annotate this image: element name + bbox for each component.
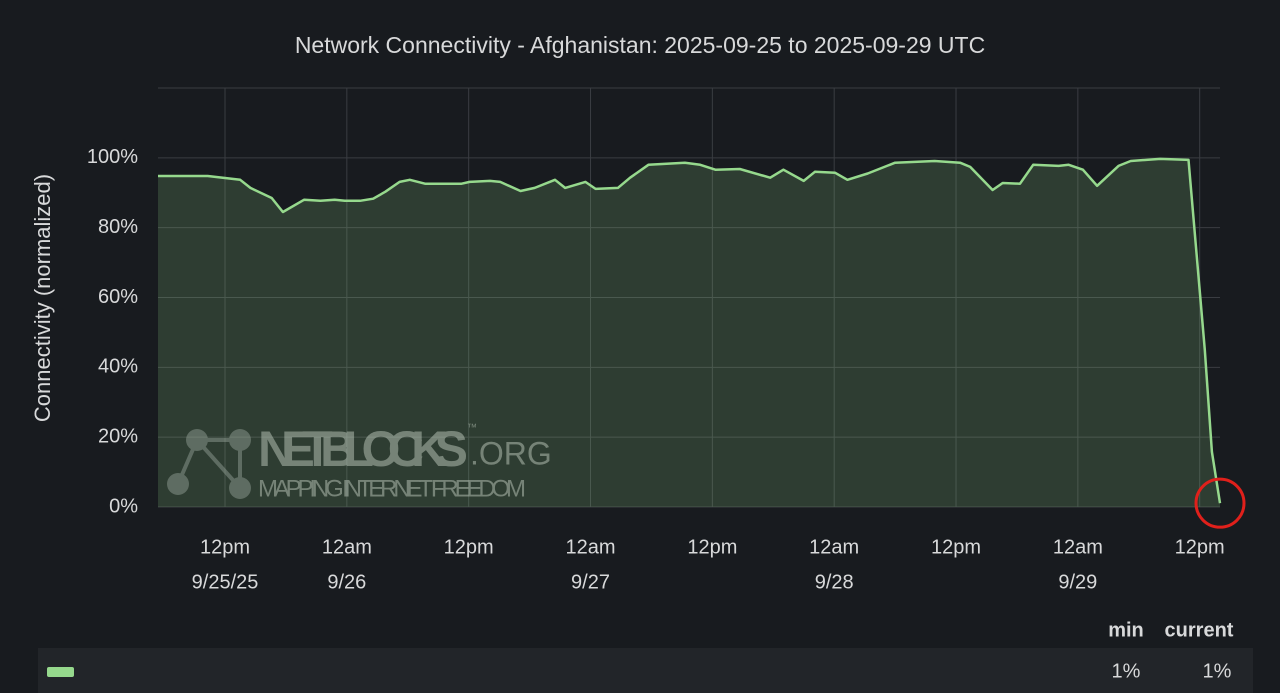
watermark-node — [229, 429, 251, 451]
watermark-links — [176, 438, 242, 494]
x-tick-label: 12pm — [444, 536, 494, 558]
legend-swatch — [47, 667, 74, 677]
watermark-suffix: .ORG — [470, 435, 552, 471]
legend-column: current — [1165, 619, 1234, 641]
line — [158, 157, 1222, 504]
y-tick-label: 60% — [98, 286, 138, 308]
highlight-circle — [1194, 477, 1246, 529]
y-tick-label: 100% — [87, 146, 138, 168]
x-tick-label: 12pm — [200, 536, 250, 558]
legend-value: 1% — [1203, 660, 1232, 682]
x-tick-label: 12am — [322, 536, 372, 558]
watermark-tm: ™ — [467, 423, 477, 434]
y-tick-label: 0% — [109, 495, 138, 517]
x-tick-date: 9/28 — [815, 571, 854, 593]
watermark-tagline: MAPPING INTERNET FREEDOM — [258, 475, 526, 502]
x-tick-label: 12am — [809, 536, 859, 558]
x-tick-label: 12pm — [931, 536, 981, 558]
legend-bar — [38, 648, 1253, 693]
watermark-node — [229, 477, 251, 499]
y-tick-label: 80% — [98, 216, 138, 238]
legend-value: 1% — [1112, 660, 1141, 682]
y-tick-label: 40% — [98, 356, 138, 378]
x-tick-label: 12am — [566, 536, 616, 558]
watermark-brand: NETBLOCKS — [258, 421, 468, 477]
x-tick-label: 12pm — [1175, 536, 1225, 558]
y-axis-label: Connectivity (normalized) — [30, 174, 55, 422]
x-tick-date: 9/27 — [571, 571, 610, 593]
x-tick-date: 9/25/25 — [192, 571, 259, 593]
watermark-node — [167, 473, 189, 495]
x-tick-date: 9/29 — [1058, 571, 1097, 593]
watermark-node — [186, 429, 208, 451]
y-tick-label: 20% — [98, 425, 138, 447]
area-fill — [158, 158, 1220, 507]
x-tick-label: 12am — [1053, 536, 1103, 558]
x-tick-date: 9/26 — [327, 571, 366, 593]
legend-column: min — [1108, 619, 1144, 641]
x-tick-label: 12pm — [687, 536, 737, 558]
chart-title: Network Connectivity - Afghanistan: 2025… — [295, 32, 985, 58]
